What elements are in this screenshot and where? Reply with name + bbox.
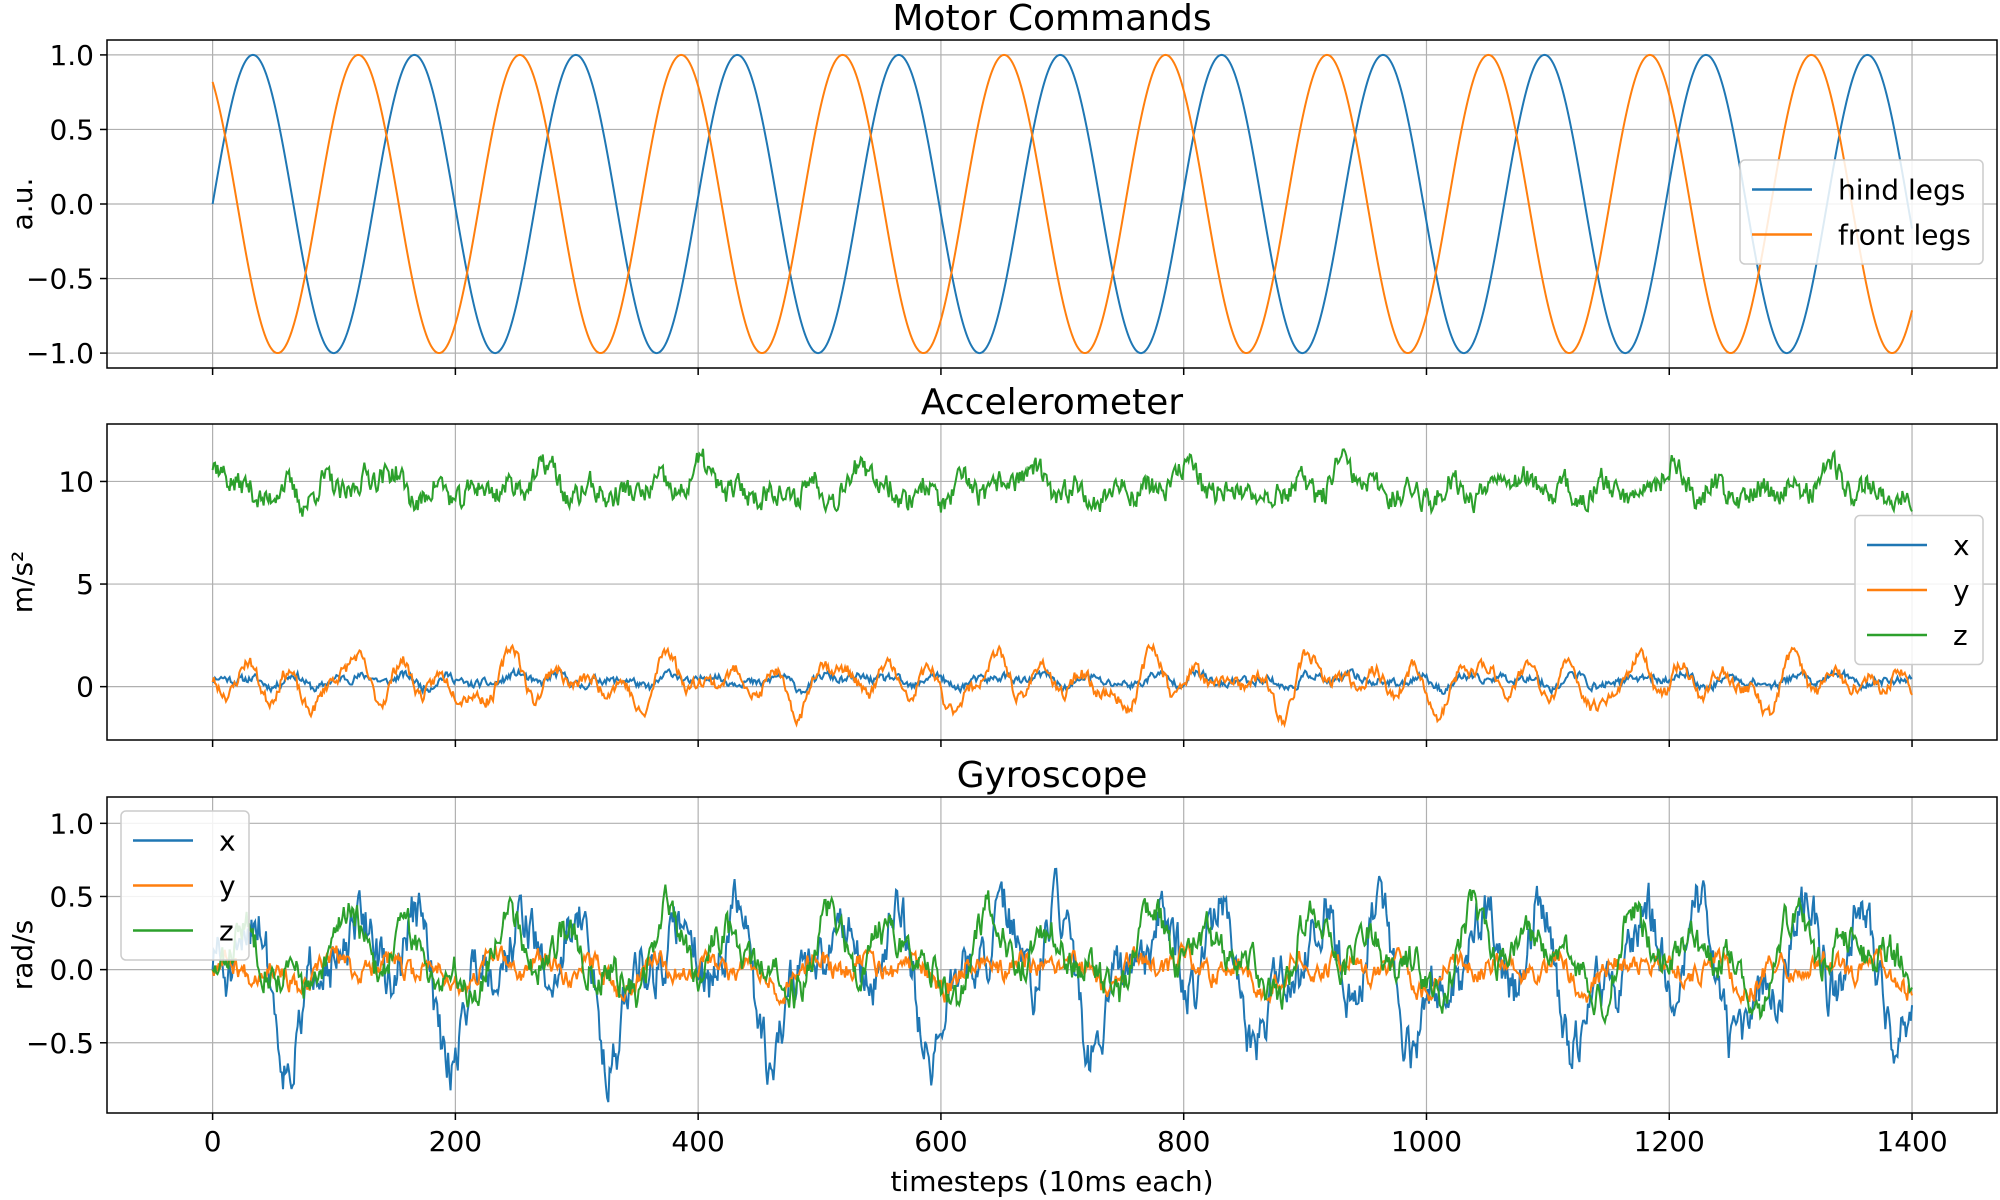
- x-tick-label: 1000: [1391, 1125, 1462, 1158]
- x-tick-label: 200: [429, 1125, 482, 1158]
- chart-title: Motor Commands: [892, 0, 1211, 39]
- legend: xyz: [120, 810, 250, 961]
- y-tick-label: 0.0: [49, 188, 94, 221]
- panel-1: 1.0 0.5 0.0 −0.5 −1.0 Motor Commands a.u. hind …: [6, 0, 1998, 375]
- legend-box: [1739, 159, 1984, 265]
- plot-frame: [106, 796, 1998, 1114]
- series-line-y: [211, 641, 1913, 729]
- y-tick-label: 1.0: [49, 39, 94, 72]
- chart-title: Gyroscope: [957, 755, 1148, 796]
- y-tick-label: 5: [76, 568, 94, 601]
- x-tick-label: 800: [1157, 1125, 1210, 1158]
- panel-3: 0 200 400 600 800 1000 1200 1400 1.0 0.5 0.0 −0.5 Gy…: [6, 755, 1998, 1198]
- y-axis-label: a.u.: [6, 178, 39, 231]
- legend-label: front legs: [1838, 219, 1971, 252]
- legend-label: z: [219, 915, 234, 948]
- series-line-front-legs: [211, 53, 1913, 355]
- panel-2: 10 5 0 Accelerometer m/s² xyz: [6, 382, 1998, 747]
- chart-title: Accelerometer: [921, 382, 1183, 423]
- legend-label: z: [1953, 619, 1968, 652]
- y-tick-label: −1.0: [26, 337, 94, 370]
- legend: hind legs front legs: [1739, 159, 1984, 265]
- legend: xyz: [1854, 514, 1984, 666]
- legend-label: y: [219, 870, 236, 903]
- series-line-hind-legs: [211, 53, 1914, 355]
- legend-label: hind legs: [1838, 174, 1965, 207]
- series-line-z: [211, 884, 1913, 1026]
- x-tick-label: 400: [671, 1125, 724, 1158]
- x-axis-label: timesteps (10ms each): [890, 1165, 1213, 1198]
- y-tick-label: −0.5: [26, 263, 94, 296]
- y-tick-label: 1.0: [49, 807, 94, 840]
- series-line-z: [211, 448, 1913, 517]
- y-tick-label: 0: [76, 671, 94, 704]
- legend-label: x: [1953, 529, 1970, 562]
- y-axis-label: rad/s: [6, 920, 39, 990]
- x-tick-label: 600: [914, 1125, 967, 1158]
- x-tick-label: 1200: [1634, 1125, 1705, 1158]
- y-tick-label: 0.0: [49, 954, 94, 987]
- y-tick-label: −0.5: [26, 1027, 94, 1060]
- legend-label: x: [219, 825, 236, 858]
- y-tick-label: 0.5: [49, 880, 94, 913]
- plot-frame: [106, 423, 1998, 741]
- x-tick-label: 1400: [1876, 1125, 1947, 1158]
- series-line-x: [211, 867, 1914, 1103]
- y-tick-label: 10: [58, 465, 94, 498]
- legend-label: y: [1953, 574, 1970, 607]
- x-tick-label: 0: [204, 1125, 222, 1158]
- y-tick-label: 0.5: [49, 113, 94, 146]
- y-axis-label: m/s²: [6, 551, 39, 614]
